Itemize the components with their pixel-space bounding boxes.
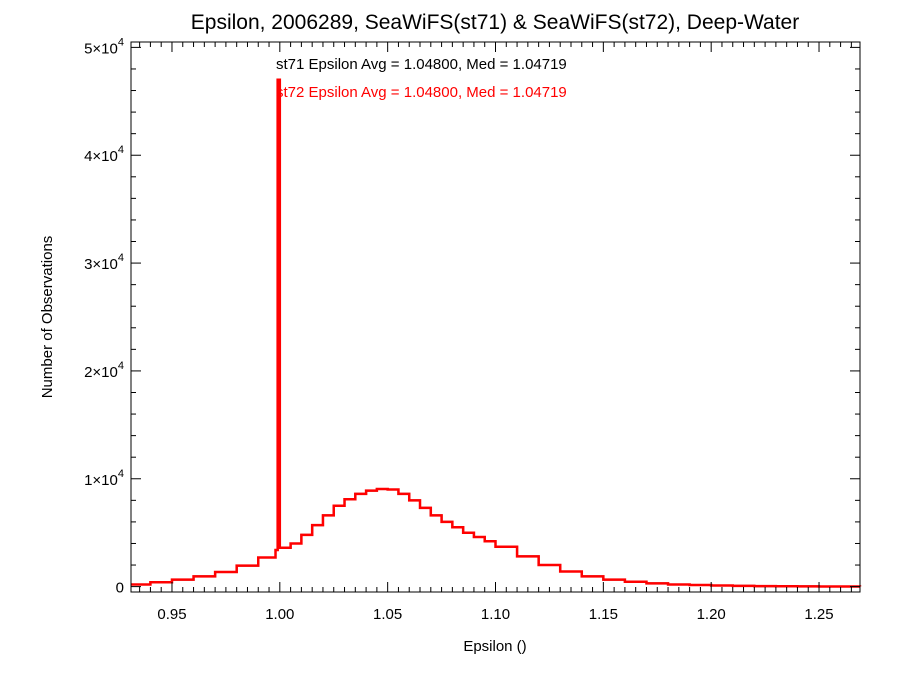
- x-axis-ticks: 0.95 1.00 1.05 1.10 1.15 1.20 1.25: [139, 42, 852, 623]
- y-tick-label: 4×104: [84, 144, 124, 165]
- y-tick-label: 5×104: [84, 36, 124, 57]
- x-tick-label: 1.25: [804, 606, 833, 623]
- y-tick-label: 1×104: [84, 468, 124, 489]
- annotation-1: st71 Epsilon Avg = 1.04800, Med = 1.0471…: [276, 56, 567, 73]
- x-tick-label: 1.15: [589, 606, 618, 623]
- x-tick-label: 1.10: [481, 606, 510, 623]
- y-axis-ticks: 0 1×104 2×104 3×104 4×104 5×104: [84, 36, 860, 597]
- x-tick-label: 1.20: [697, 606, 726, 623]
- x-tick-label: 0.95: [157, 606, 186, 623]
- y-tick-label: 0: [116, 580, 124, 597]
- series-st71-line: [131, 78, 861, 588]
- y-tick-label: 3×104: [84, 252, 124, 273]
- series-st72-line: [131, 78, 862, 588]
- x-tick-label: 1.00: [265, 606, 294, 623]
- x-axis-label: Epsilon (): [463, 638, 526, 655]
- x-tick-label: 1.05: [373, 606, 402, 623]
- chart-title: Epsilon, 2006289, SeaWiFS(st71) & SeaWiF…: [191, 11, 799, 34]
- y-tick-label: 2×104: [84, 360, 124, 381]
- annotations: st71 Epsilon Avg = 1.04800, Med = 1.0471…: [276, 56, 567, 101]
- series-layer: [131, 78, 862, 588]
- plot-frame: [130, 41, 861, 593]
- annotation-2: st72 Epsilon Avg = 1.04800, Med = 1.0471…: [276, 84, 567, 101]
- y-axis-label: Number of Observations: [39, 236, 56, 399]
